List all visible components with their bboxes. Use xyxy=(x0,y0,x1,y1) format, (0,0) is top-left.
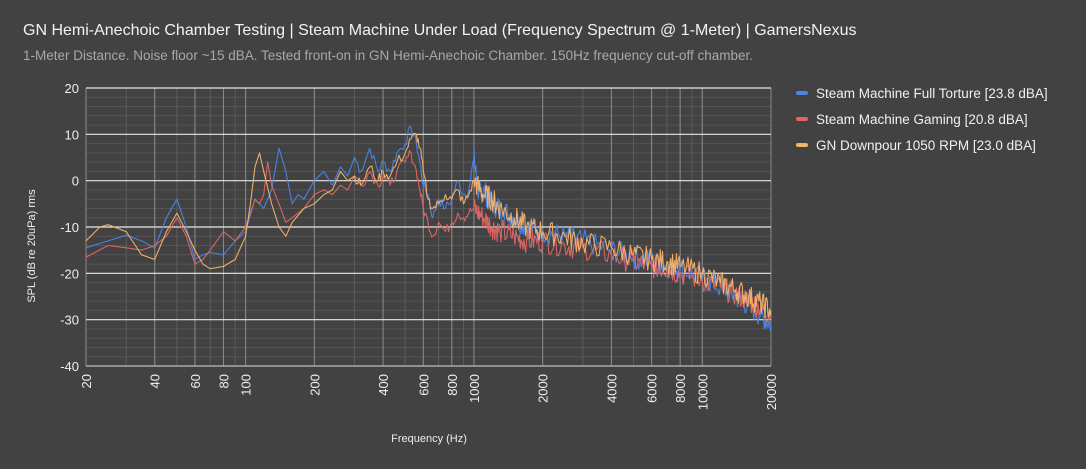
y-tick-labels: 20 10 0 -10 -20 -30 -40 xyxy=(60,81,79,374)
y-axis-label: SPL (dB re 20uPa) rms xyxy=(26,189,38,303)
chart-grid xyxy=(85,87,772,367)
legend-swatch xyxy=(796,117,808,121)
chart-subtitle: 1-Meter Distance. Noise floor ~15 dBA. T… xyxy=(23,48,753,63)
x-axis-label: Frequency (Hz) xyxy=(391,433,467,445)
y-tick-label: -20 xyxy=(60,266,79,281)
x-tick-label: 400 xyxy=(376,374,391,396)
legend-item-full-torture[interactable]: Steam Machine Full Torture [23.8 dBA] xyxy=(796,80,1048,106)
legend-item-gaming[interactable]: Steam Machine Gaming [20.8 dBA] xyxy=(796,106,1048,132)
x-tick-label: 20000 xyxy=(764,374,779,410)
y-tick-label: 20 xyxy=(65,81,79,96)
x-tick-label: 60 xyxy=(188,374,203,388)
x-tick-label: 10000 xyxy=(695,374,710,410)
y-tick-label: 10 xyxy=(65,127,79,142)
x-tick-label: 8000 xyxy=(673,374,688,403)
legend-swatch xyxy=(796,91,808,95)
y-tick-label: -10 xyxy=(60,220,79,235)
x-tick-label: 2000 xyxy=(536,374,551,403)
series-line-3 xyxy=(85,132,772,319)
x-tick-label: 600 xyxy=(416,374,431,396)
legend-swatch xyxy=(796,143,808,147)
chart-series-group xyxy=(85,125,772,332)
x-tick-label: 20 xyxy=(79,374,94,388)
x-tick-label: 200 xyxy=(307,374,322,396)
x-tick-label: 6000 xyxy=(645,374,660,403)
legend-label: Steam Machine Full Torture [23.8 dBA] xyxy=(816,85,1048,101)
y-tick-label: -40 xyxy=(60,359,79,374)
chart-legend: Steam Machine Full Torture [23.8 dBA] St… xyxy=(796,80,1048,158)
legend-item-downpour[interactable]: GN Downpour 1050 RPM [23.0 dBA] xyxy=(796,132,1048,158)
x-tick-label: 1000 xyxy=(467,374,482,403)
x-tick-labels: 20 40 60 80 100 200 400 600 800 1000 2000 4000 6000 8… xyxy=(79,374,779,410)
chart-title: GN Hemi-Anechoic Chamber Testing | Steam… xyxy=(23,22,857,39)
y-tick-label: -30 xyxy=(60,313,79,328)
x-tick-label: 800 xyxy=(445,374,460,396)
x-tick-label: 100 xyxy=(239,374,254,396)
x-tick-label: 80 xyxy=(217,374,232,388)
legend-label: Steam Machine Gaming [20.8 dBA] xyxy=(816,111,1028,127)
x-tick-label: 40 xyxy=(148,374,163,388)
x-tick-label: 4000 xyxy=(604,374,619,403)
y-tick-label: 0 xyxy=(72,174,79,189)
legend-label: GN Downpour 1050 RPM [23.0 dBA] xyxy=(816,137,1036,153)
